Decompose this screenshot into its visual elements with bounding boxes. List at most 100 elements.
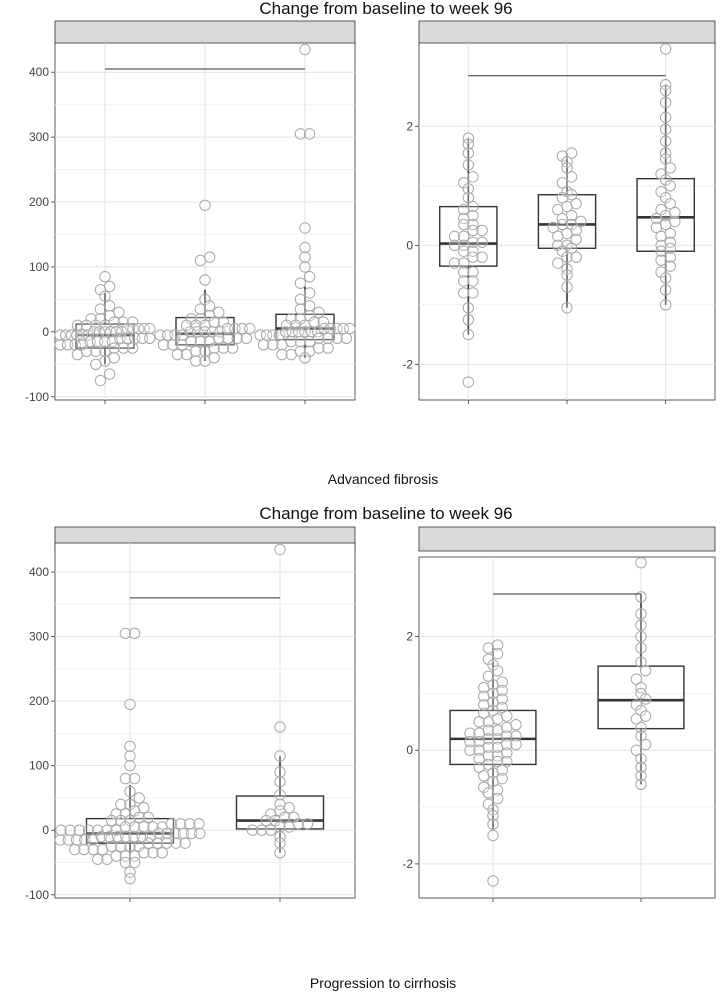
- data-point: [105, 840, 118, 853]
- data-point: [294, 293, 307, 306]
- data-point: [99, 270, 111, 283]
- data-point: [464, 736, 476, 748]
- data-point: [290, 319, 302, 332]
- data-point: [659, 96, 672, 109]
- data-point: [510, 718, 522, 731]
- data-point: [478, 781, 490, 793]
- y-tick-label: 400: [29, 565, 49, 579]
- data-point: [203, 251, 216, 263]
- y-tick-label: 2: [406, 119, 413, 133]
- data-point: [108, 352, 120, 364]
- data-point: [464, 744, 476, 756]
- data-point: [120, 830, 132, 843]
- data-point: [313, 332, 325, 345]
- data-point: [119, 627, 132, 640]
- box: [235, 795, 325, 830]
- data-point: [153, 827, 165, 840]
- data-point: [669, 215, 681, 228]
- data-point: [69, 843, 81, 856]
- data-point: [108, 342, 120, 354]
- data-point: [482, 750, 495, 762]
- data-point: [294, 335, 307, 348]
- data-point: [659, 153, 672, 165]
- data-point: [276, 348, 288, 361]
- data-point: [115, 840, 127, 853]
- data-point: [659, 84, 672, 97]
- data-point: [133, 811, 145, 824]
- data-point: [482, 724, 495, 737]
- data-point: [664, 260, 676, 272]
- data-point: [156, 847, 168, 859]
- data-point: [95, 830, 107, 843]
- data-point: [482, 733, 495, 745]
- data-point: [448, 239, 461, 252]
- data-point: [501, 747, 513, 759]
- y-tick-label: 0: [406, 238, 413, 252]
- data-point: [570, 251, 582, 263]
- panel-b: -2 0 2: [402, 20, 716, 404]
- data-point: [630, 699, 643, 711]
- data-point: [476, 224, 488, 237]
- data-point: [213, 332, 225, 345]
- data-point: [462, 313, 475, 326]
- data-point: [299, 43, 311, 56]
- top-x-axis-title: Advanced fibrosis: [328, 471, 439, 487]
- data-point: [496, 693, 508, 705]
- data-point: [179, 837, 191, 849]
- data-point: [467, 251, 479, 263]
- data-point: [274, 750, 286, 762]
- data-point: [565, 147, 578, 159]
- data-point: [82, 329, 94, 341]
- data-point: [659, 78, 672, 91]
- data-point: [664, 162, 676, 174]
- data-point: [552, 257, 564, 269]
- data-point: [322, 332, 334, 345]
- data-point: [226, 342, 239, 354]
- data-point: [462, 376, 475, 388]
- data-point: [462, 192, 475, 204]
- y-tick-label: 300: [29, 130, 49, 144]
- data-point: [161, 837, 173, 849]
- data-point: [487, 659, 499, 671]
- data-point: [299, 326, 311, 338]
- data-point: [496, 772, 508, 785]
- data-point: [278, 811, 291, 824]
- y-tick-label: 300: [29, 630, 49, 644]
- data-point: [482, 741, 495, 754]
- data-point: [103, 280, 116, 293]
- data-point: [92, 824, 104, 836]
- box: [85, 817, 175, 844]
- data-point: [561, 251, 573, 263]
- data-point: [294, 277, 307, 289]
- data-point: [556, 218, 569, 231]
- data-point: [144, 322, 156, 335]
- y-tick-label: 400: [29, 65, 49, 79]
- data-point: [467, 218, 479, 231]
- data-point: [71, 319, 84, 332]
- data-point: [299, 251, 311, 263]
- data-point: [110, 850, 122, 862]
- data-point: [467, 266, 479, 278]
- data-point: [510, 730, 522, 742]
- data-point: [157, 339, 170, 351]
- data-point: [635, 778, 647, 791]
- top-figure-title: Change from baseline to week 96: [259, 0, 512, 18]
- data-point: [458, 218, 470, 231]
- data-point: [124, 872, 136, 885]
- data-point: [331, 322, 343, 335]
- data-point: [561, 281, 573, 293]
- data-point: [119, 821, 132, 833]
- data-point: [659, 299, 672, 311]
- data-point: [55, 824, 67, 836]
- data-point: [190, 345, 202, 358]
- data-point: [458, 230, 470, 243]
- data-point: [115, 798, 127, 811]
- data-point: [570, 197, 582, 210]
- data-point: [167, 339, 179, 351]
- data-point: [169, 827, 181, 840]
- data-point: [669, 206, 681, 219]
- data-point: [303, 287, 316, 299]
- data-point: [462, 159, 475, 171]
- data-point: [144, 332, 156, 345]
